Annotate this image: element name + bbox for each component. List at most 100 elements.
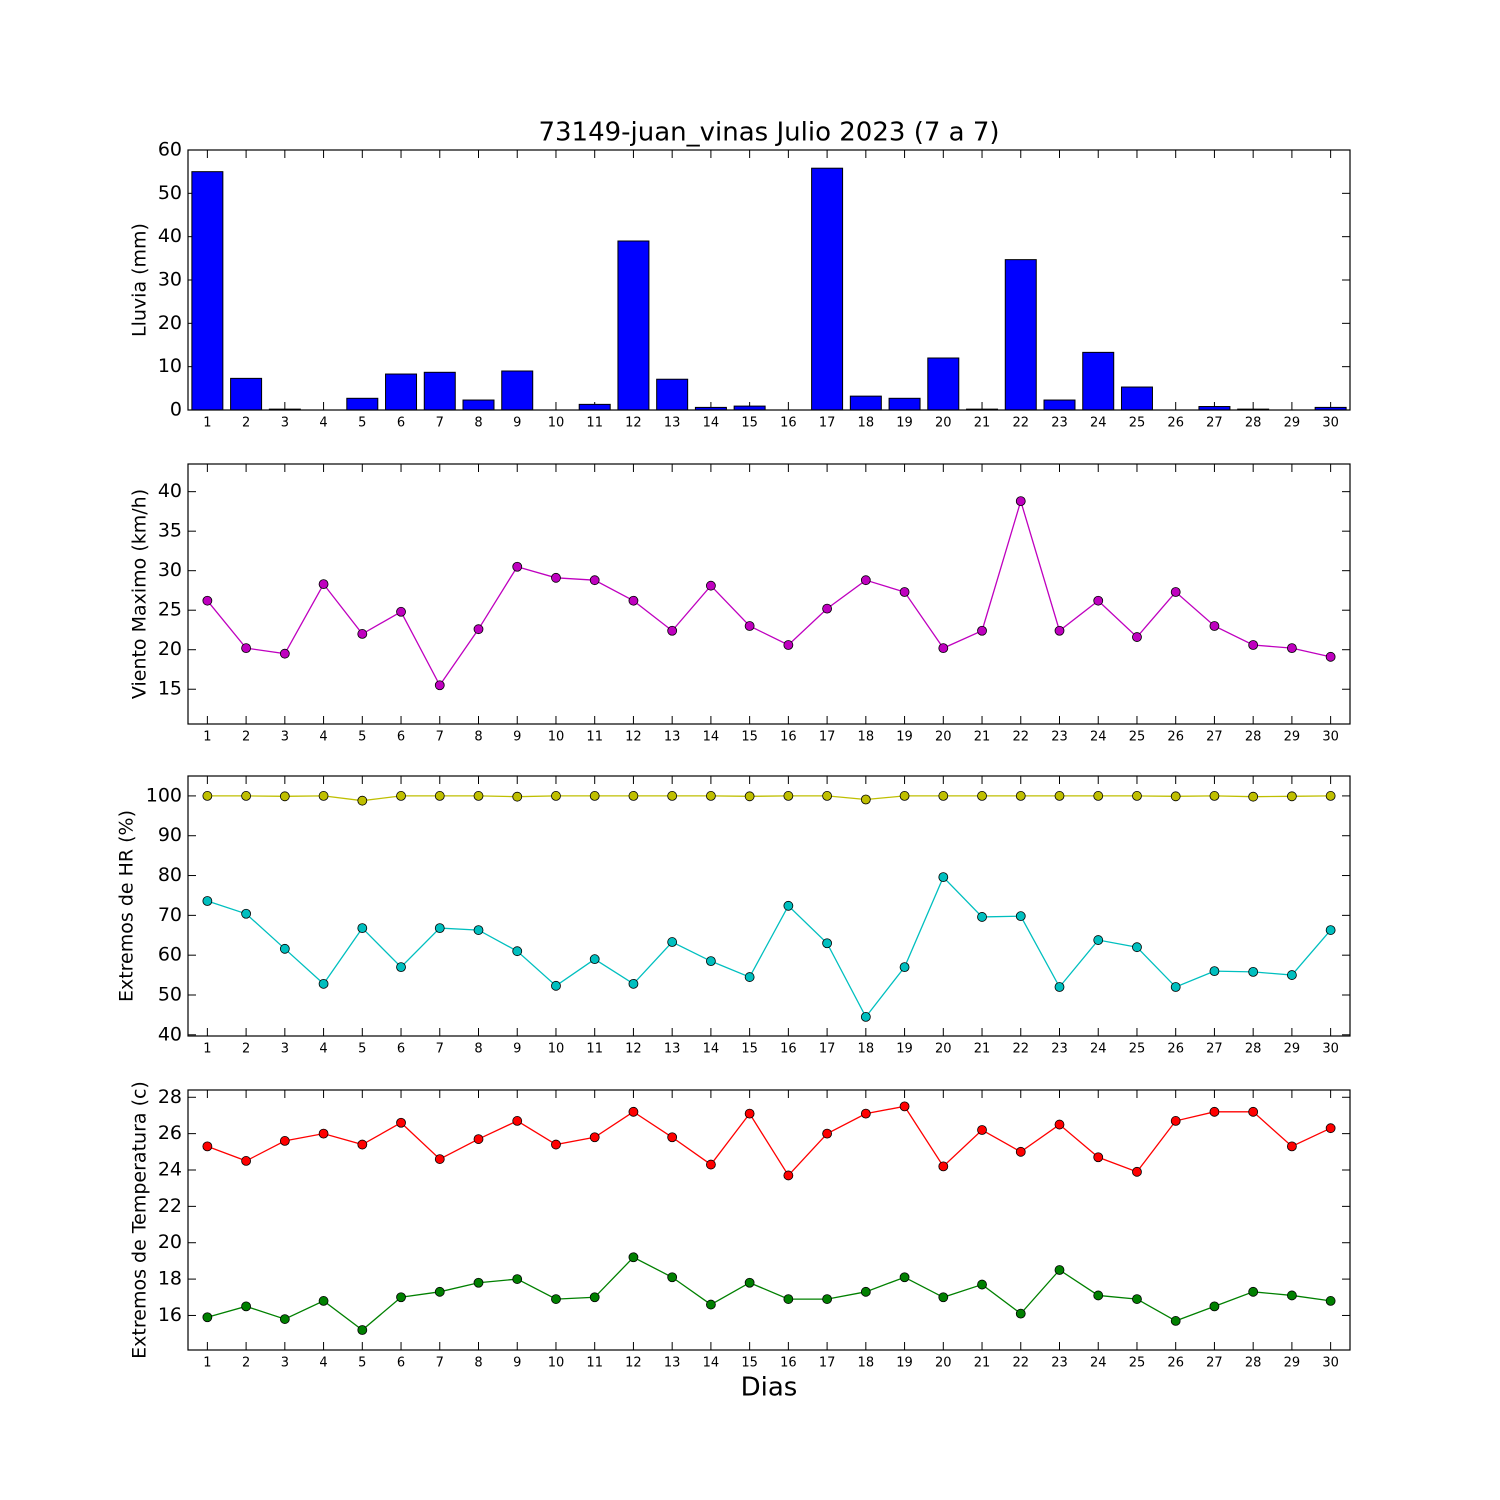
- x-tick-label: 28: [1245, 730, 1262, 745]
- x-tick-label: 2: [242, 1356, 250, 1371]
- x-tick-label: 11: [586, 730, 603, 745]
- marker: [589, 575, 600, 586]
- marker: [279, 943, 290, 954]
- marker: [551, 1139, 561, 1150]
- x-tick-label: 28: [1245, 1042, 1262, 1057]
- marker: [396, 606, 406, 617]
- marker: [589, 954, 600, 965]
- x-tick-label: 11: [586, 1042, 603, 1057]
- x-tick-label: 28: [1245, 416, 1262, 431]
- marker: [783, 791, 794, 801]
- marker: [241, 1301, 252, 1312]
- x-tick-label: 24: [1090, 730, 1107, 745]
- marker: [1325, 1123, 1336, 1134]
- x-tick-label: 17: [819, 730, 836, 745]
- x-tick-label: 14: [703, 1042, 720, 1057]
- marker: [589, 1292, 600, 1303]
- marker: [744, 621, 755, 631]
- x-tick-label: 10: [548, 730, 565, 745]
- y-tick-label: 60: [158, 139, 182, 161]
- marker: [783, 1170, 794, 1181]
- marker: [744, 972, 755, 982]
- y-tick-label: 40: [158, 480, 182, 502]
- bar: [888, 397, 921, 411]
- chart-title: 73149-juan_vinas Julio 2023 (7 a 7): [538, 118, 999, 148]
- marker: [744, 791, 755, 802]
- marker: [1248, 1286, 1259, 1297]
- marker: [1325, 1296, 1336, 1306]
- y-tick-label: 28: [158, 1086, 182, 1108]
- y-tick-label: 20: [158, 638, 182, 660]
- line: [207, 875, 1332, 1019]
- marker: [822, 791, 832, 801]
- x-tick-label: 5: [358, 1356, 366, 1371]
- y-axis-label: Viento Maximo (km/h): [129, 489, 151, 699]
- x-tick-label: 13: [664, 1356, 681, 1371]
- x-tick-label: 7: [436, 1356, 444, 1371]
- y-tick-label: 15: [158, 678, 182, 700]
- x-tick-label: 20: [935, 1042, 952, 1057]
- marker: [1132, 1294, 1142, 1304]
- bar: [501, 370, 534, 411]
- x-tick-label: 19: [896, 1356, 913, 1371]
- x-tick-label: 7: [436, 730, 444, 745]
- x-tick-label: 25: [1129, 730, 1146, 745]
- x-tick-label: 10: [548, 1356, 565, 1371]
- x-tick-label: 15: [741, 1042, 758, 1057]
- bar: [462, 399, 495, 411]
- marker: [357, 1325, 368, 1335]
- x-tick-label: 28: [1245, 1356, 1262, 1371]
- x-tick-label: 18: [858, 1356, 875, 1371]
- x-tick-label: 12: [625, 730, 642, 745]
- marker: [473, 1134, 484, 1144]
- x-tick-label: 26: [1167, 416, 1184, 431]
- marker: [318, 579, 329, 590]
- marker: [783, 640, 794, 650]
- bar: [346, 397, 379, 411]
- x-tick-label: 12: [625, 1042, 642, 1057]
- bar: [1043, 399, 1076, 411]
- x-tick-label: 16: [780, 416, 797, 431]
- marker: [1248, 791, 1259, 802]
- x-tick-label: 18: [858, 1042, 875, 1057]
- x-tick-label: 6: [397, 416, 405, 431]
- bar: [927, 357, 960, 411]
- x-tick-label: 30: [1322, 1042, 1339, 1057]
- x-tick-label: 25: [1129, 1356, 1146, 1371]
- bar: [656, 378, 689, 411]
- marker: [512, 791, 523, 802]
- x-tick-label: 24: [1090, 1042, 1107, 1057]
- marker: [434, 680, 445, 691]
- marker: [1287, 791, 1297, 802]
- marker: [628, 978, 639, 989]
- x-tick-label: 8: [474, 1356, 482, 1371]
- marker: [1209, 1106, 1220, 1117]
- marker: [822, 603, 832, 614]
- marker: [434, 923, 445, 933]
- marker: [279, 1314, 290, 1324]
- marker: [512, 561, 523, 572]
- marker: [357, 923, 368, 933]
- x-tick-label: 22: [1012, 1356, 1029, 1371]
- x-tick-label: 16: [780, 730, 797, 745]
- marker: [1093, 1152, 1104, 1163]
- marker: [473, 791, 484, 801]
- y-tick-label: 18: [158, 1268, 182, 1290]
- marker: [1132, 632, 1142, 642]
- x-tick-label: 3: [281, 416, 289, 431]
- marker: [628, 1106, 639, 1117]
- marker: [667, 1272, 678, 1283]
- x-tick-label: 29: [1284, 416, 1301, 431]
- x-tick-label: 6: [397, 1356, 405, 1371]
- marker: [783, 1294, 794, 1304]
- marker: [396, 1292, 406, 1303]
- x-tick-label: 4: [319, 1356, 327, 1371]
- y-tick-label: 100: [146, 784, 182, 806]
- x-tick-label: 30: [1322, 1356, 1339, 1371]
- y-tick-label: 90: [158, 824, 182, 846]
- marker: [551, 1294, 561, 1304]
- x-tick-label: 26: [1167, 730, 1184, 745]
- x-tick-label: 9: [513, 730, 521, 745]
- x-tick-label: 22: [1012, 416, 1029, 431]
- marker: [1209, 791, 1220, 801]
